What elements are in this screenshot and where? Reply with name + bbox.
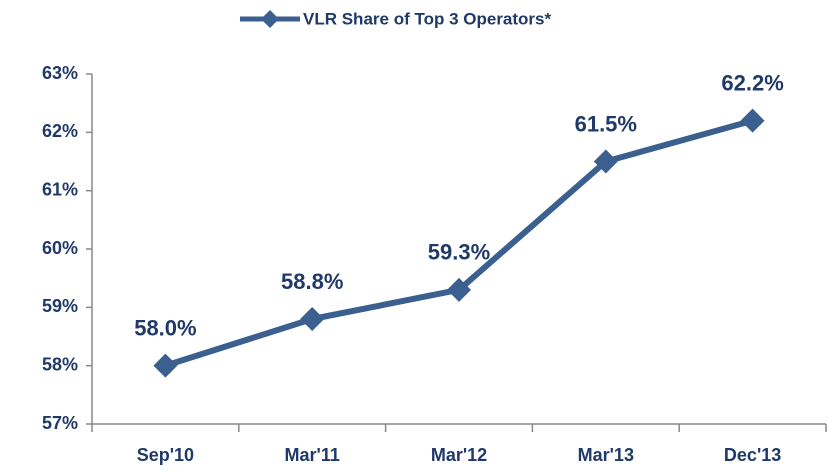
y-tick-label: 58% bbox=[42, 354, 78, 374]
y-tick-label: 61% bbox=[42, 179, 78, 199]
data-point bbox=[740, 108, 765, 133]
x-tick-label: Mar'13 bbox=[578, 445, 634, 465]
x-tick-label: Mar'12 bbox=[431, 445, 487, 465]
x-tick-label: Sep'10 bbox=[137, 445, 194, 465]
data-label: 62.2% bbox=[721, 70, 783, 95]
legend-marker bbox=[261, 10, 279, 28]
y-tick-label: 57% bbox=[42, 413, 78, 433]
data-point bbox=[447, 277, 471, 302]
data-label: 61.5% bbox=[575, 111, 637, 136]
legend-label: VLR Share of Top 3 Operators* bbox=[303, 9, 552, 28]
y-tick-label: 59% bbox=[42, 296, 78, 316]
data-point bbox=[593, 149, 618, 174]
data-label: 58.0% bbox=[134, 315, 196, 340]
data-point bbox=[153, 353, 178, 378]
y-tick-label: 63% bbox=[42, 63, 78, 83]
x-tick-label: Dec'13 bbox=[724, 445, 781, 465]
y-tick-label: 62% bbox=[42, 121, 78, 141]
y-tick-label: 60% bbox=[42, 238, 78, 258]
data-label: 58.8% bbox=[281, 269, 343, 294]
x-tick-label: Mar'11 bbox=[285, 445, 340, 465]
data-point bbox=[300, 307, 325, 331]
data-label: 59.3% bbox=[428, 240, 490, 265]
